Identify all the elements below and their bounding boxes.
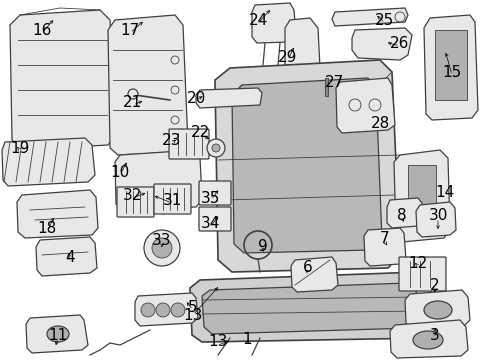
Polygon shape [231,78,381,253]
Circle shape [141,303,155,317]
Polygon shape [415,202,455,237]
Text: 13: 13 [208,334,227,350]
Circle shape [171,303,184,317]
Text: 10: 10 [110,165,129,180]
Text: 22: 22 [190,125,209,140]
Text: 19: 19 [10,140,30,156]
Polygon shape [285,18,319,76]
FancyBboxPatch shape [199,181,230,205]
FancyBboxPatch shape [199,207,230,231]
Text: 34: 34 [201,216,220,230]
Text: 9: 9 [258,239,267,253]
FancyBboxPatch shape [117,187,154,217]
Text: 31: 31 [162,193,182,207]
Polygon shape [2,138,95,186]
Polygon shape [115,150,202,210]
Text: 16: 16 [32,23,52,37]
Text: 1: 1 [242,333,251,347]
Polygon shape [331,8,407,26]
Text: 14: 14 [434,185,454,199]
Text: 33: 33 [152,233,171,248]
Polygon shape [36,237,97,276]
Text: 21: 21 [123,95,142,109]
Text: 7: 7 [379,230,389,246]
Bar [325,78,327,96]
Text: 17: 17 [120,23,140,37]
Text: 26: 26 [389,36,409,50]
Text: 8: 8 [396,207,406,222]
Polygon shape [190,272,434,342]
Polygon shape [135,293,198,326]
Text: 3: 3 [429,328,439,342]
Circle shape [206,139,224,157]
Text: 25: 25 [375,13,394,27]
Polygon shape [196,88,262,108]
Polygon shape [108,15,187,155]
Polygon shape [10,10,115,150]
Polygon shape [26,315,88,353]
Polygon shape [17,190,98,238]
Bar [434,30,466,100]
Text: 27: 27 [325,75,344,90]
FancyBboxPatch shape [398,257,445,291]
Polygon shape [215,60,399,272]
Polygon shape [202,283,419,334]
Ellipse shape [423,301,451,319]
Polygon shape [389,320,467,358]
Circle shape [143,230,180,266]
Polygon shape [335,78,394,133]
Polygon shape [386,198,422,228]
Text: 12: 12 [407,256,427,270]
Text: 18: 18 [37,220,57,235]
Circle shape [152,238,172,258]
Polygon shape [363,228,405,266]
Text: 11: 11 [48,328,67,342]
Text: 15: 15 [442,64,461,80]
Text: 35: 35 [201,190,220,206]
Text: 28: 28 [369,116,389,131]
Text: 23: 23 [162,132,182,148]
Polygon shape [290,257,337,292]
Polygon shape [404,290,469,330]
Text: 20: 20 [186,90,205,105]
Polygon shape [393,150,449,242]
Text: 2: 2 [429,278,439,292]
Text: 5: 5 [188,301,198,315]
Ellipse shape [47,326,69,342]
Polygon shape [351,28,411,60]
Circle shape [156,303,170,317]
Ellipse shape [412,331,442,349]
Text: 29: 29 [278,50,297,64]
Text: 30: 30 [427,207,447,222]
Text: 4: 4 [65,251,75,266]
Text: 32: 32 [123,188,142,202]
FancyBboxPatch shape [169,129,208,159]
Text: 24: 24 [248,13,267,27]
Text: 13: 13 [183,307,202,323]
Polygon shape [251,3,295,43]
Circle shape [212,144,220,152]
Polygon shape [423,15,477,120]
Text: 6: 6 [303,261,312,275]
Bar [407,165,435,220]
FancyBboxPatch shape [154,184,191,214]
Circle shape [128,89,138,99]
